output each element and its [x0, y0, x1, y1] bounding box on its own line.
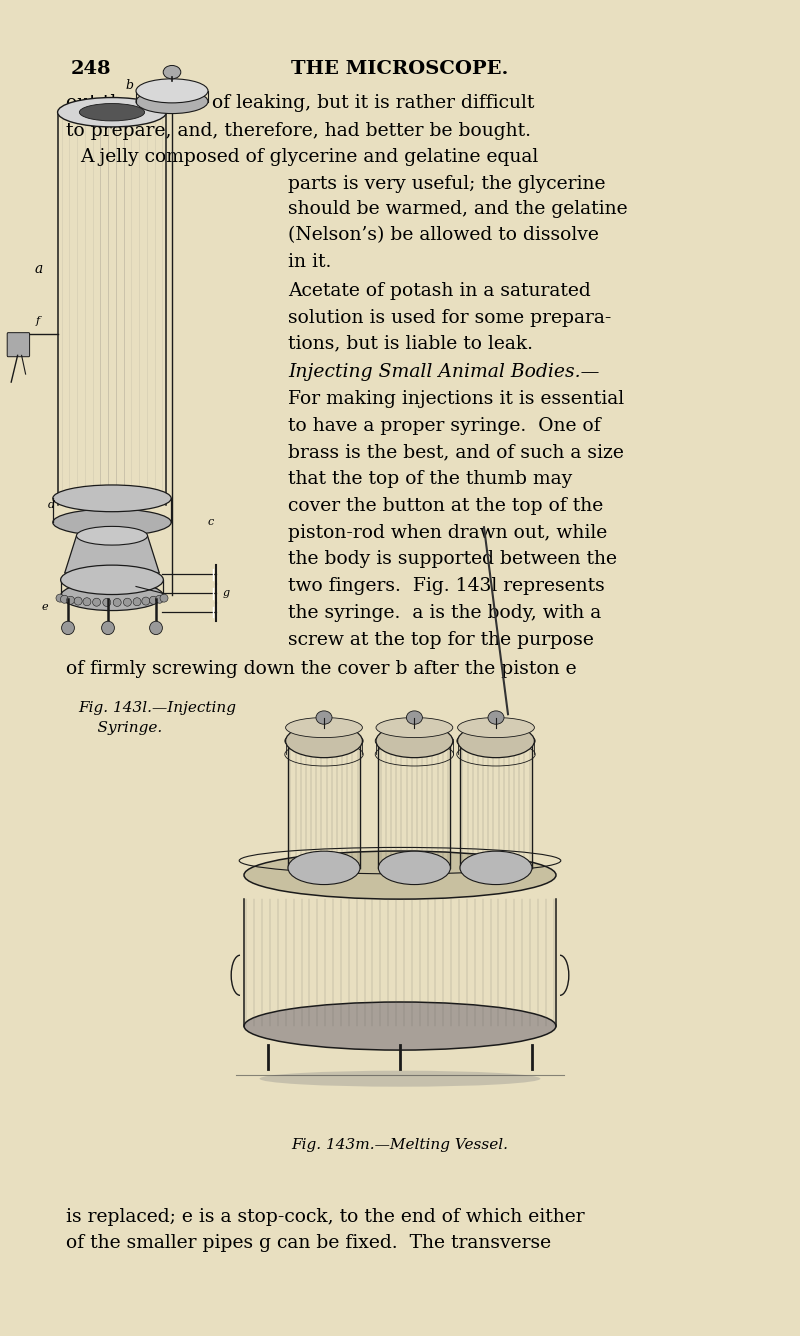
Ellipse shape — [142, 597, 150, 605]
Text: the syringe.  a is the body, with a: the syringe. a is the body, with a — [288, 604, 602, 621]
Ellipse shape — [316, 711, 332, 724]
Text: (Nelson’s) be allowed to dissolve: (Nelson’s) be allowed to dissolve — [288, 226, 599, 243]
Text: screw at the top for the purpose: screw at the top for the purpose — [288, 631, 594, 648]
Text: should be warmed, and the gelatine: should be warmed, and the gelatine — [288, 200, 628, 218]
Text: in it.: in it. — [288, 253, 331, 270]
Ellipse shape — [53, 509, 171, 536]
Ellipse shape — [133, 597, 141, 605]
Ellipse shape — [123, 599, 131, 607]
Ellipse shape — [79, 103, 145, 120]
Text: cover the button at the top of the: cover the button at the top of the — [288, 497, 603, 514]
Ellipse shape — [160, 595, 168, 603]
Text: tions, but is liable to leak.: tions, but is liable to leak. — [288, 334, 533, 351]
Ellipse shape — [244, 1002, 556, 1050]
Text: b: b — [126, 79, 134, 92]
Ellipse shape — [58, 98, 166, 127]
Ellipse shape — [77, 526, 147, 545]
Ellipse shape — [376, 717, 453, 737]
Text: For making injections it is essential: For making injections it is essential — [288, 390, 624, 407]
Ellipse shape — [136, 90, 208, 114]
Text: Acetate of potash in a saturated: Acetate of potash in a saturated — [288, 282, 590, 299]
Text: out the chance of leaking, but it is rather difficult: out the chance of leaking, but it is rat… — [66, 94, 534, 111]
Text: A jelly composed of glycerine and gelatine equal: A jelly composed of glycerine and gelati… — [80, 148, 538, 166]
Text: c: c — [207, 517, 214, 528]
Text: two fingers.  Fig. 143l represents: two fingers. Fig. 143l represents — [288, 577, 605, 595]
Ellipse shape — [113, 599, 121, 607]
Text: Fig. 143m.—Melting Vessel.: Fig. 143m.—Melting Vessel. — [291, 1138, 509, 1152]
Ellipse shape — [56, 595, 64, 603]
Ellipse shape — [74, 597, 82, 605]
Polygon shape — [65, 536, 159, 573]
Ellipse shape — [244, 851, 556, 899]
Text: Fig. 143l.—Injecting
    Syringe.: Fig. 143l.—Injecting Syringe. — [78, 701, 237, 735]
Ellipse shape — [103, 599, 111, 607]
Ellipse shape — [163, 65, 181, 79]
Ellipse shape — [406, 711, 422, 724]
Text: of firmly screwing down the cover b after the piston e: of firmly screwing down the cover b afte… — [66, 660, 576, 677]
Text: to have a proper syringe.  One of: to have a proper syringe. One of — [288, 417, 601, 434]
Ellipse shape — [61, 565, 163, 595]
Ellipse shape — [62, 621, 74, 635]
Text: THE MICROSCOPE.: THE MICROSCOPE. — [291, 60, 509, 77]
Text: f: f — [36, 315, 40, 326]
Text: brass is the best, and of such a size: brass is the best, and of such a size — [288, 444, 624, 461]
Ellipse shape — [488, 711, 504, 724]
Text: of the smaller pipes g can be fixed.  The transverse: of the smaller pipes g can be fixed. The… — [66, 1234, 550, 1252]
Ellipse shape — [286, 717, 362, 737]
Ellipse shape — [458, 717, 534, 737]
Text: is replaced; e is a stop-cock, to the end of which either: is replaced; e is a stop-cock, to the en… — [66, 1208, 584, 1225]
Text: piston-rod when drawn out, while: piston-rod when drawn out, while — [288, 524, 607, 541]
Ellipse shape — [259, 1070, 541, 1086]
Ellipse shape — [378, 851, 450, 884]
Text: Injecting Small Animal Bodies.—: Injecting Small Animal Bodies.— — [288, 363, 599, 381]
Ellipse shape — [286, 724, 362, 758]
Ellipse shape — [460, 851, 532, 884]
Text: that the top of the thumb may: that the top of the thumb may — [288, 470, 572, 488]
Text: parts is very useful; the glycerine: parts is very useful; the glycerine — [288, 175, 606, 192]
Text: solution is used for some prepara-: solution is used for some prepara- — [288, 309, 611, 326]
Text: 248: 248 — [70, 60, 111, 77]
Ellipse shape — [288, 851, 360, 884]
Ellipse shape — [61, 596, 69, 604]
Text: a: a — [35, 262, 43, 275]
Ellipse shape — [150, 621, 162, 635]
Ellipse shape — [61, 581, 163, 611]
Ellipse shape — [102, 621, 114, 635]
Ellipse shape — [136, 79, 208, 103]
Text: d: d — [48, 500, 55, 510]
Ellipse shape — [93, 599, 101, 607]
Text: e: e — [42, 601, 49, 612]
Text: the body is supported between the: the body is supported between the — [288, 550, 617, 568]
Ellipse shape — [83, 597, 91, 605]
Ellipse shape — [53, 485, 171, 512]
Ellipse shape — [66, 596, 74, 604]
Ellipse shape — [458, 724, 534, 758]
Text: g: g — [222, 588, 230, 599]
Ellipse shape — [376, 724, 453, 758]
FancyBboxPatch shape — [7, 333, 30, 357]
Text: to prepare, and, therefore, had better be bought.: to prepare, and, therefore, had better b… — [66, 122, 530, 139]
Ellipse shape — [155, 596, 163, 604]
Ellipse shape — [150, 596, 158, 604]
